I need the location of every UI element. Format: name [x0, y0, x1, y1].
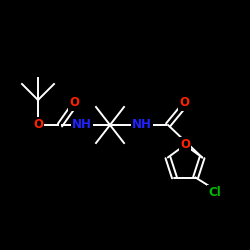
Text: NH: NH	[132, 118, 152, 132]
Text: Cl: Cl	[208, 186, 221, 199]
Text: NH: NH	[72, 118, 92, 132]
Text: O: O	[179, 96, 189, 110]
Text: O: O	[33, 118, 43, 132]
Text: O: O	[180, 138, 190, 151]
Text: O: O	[69, 96, 79, 110]
